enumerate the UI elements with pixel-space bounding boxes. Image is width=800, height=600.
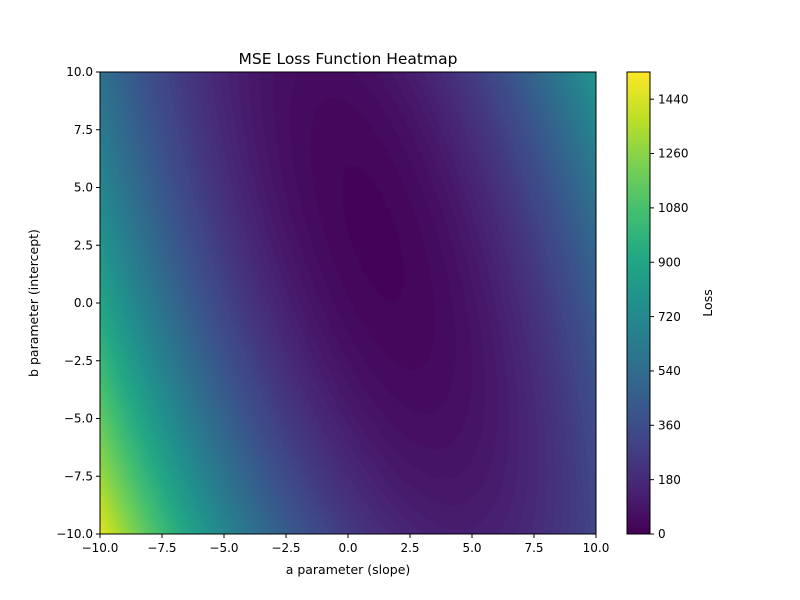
colorbar-tick-label: 1260 (658, 147, 689, 161)
colorbar-axis: 0 180 360 540 720 900 1080 1260 1440 (650, 92, 689, 541)
colorbar-tick-label: 720 (658, 310, 681, 324)
y-tick-label: 5.0 (74, 181, 93, 195)
y-axis-label: b parameter (intercept) (26, 229, 41, 377)
y-tick-label: 7.5 (74, 123, 93, 137)
y-tick-label: 2.5 (74, 238, 93, 252)
y-tick-label: −10.0 (56, 527, 93, 541)
y-axis: −10.0 −7.5 −5.0 −2.5 0.0 2.5 5.0 7.5 10.0 (56, 65, 100, 541)
y-tick-label: 10.0 (66, 65, 93, 79)
x-tick-label: 0.0 (338, 541, 357, 555)
colorbar-label: Loss (700, 289, 715, 316)
chart-title: MSE Loss Function Heatmap (239, 50, 458, 68)
y-tick-label: −5.0 (64, 412, 93, 426)
y-tick-label: 0.0 (74, 296, 93, 310)
x-axis-label: a parameter (slope) (286, 562, 411, 577)
x-tick-label: 2.5 (400, 541, 419, 555)
x-tick-label: −2.5 (271, 541, 300, 555)
heatmap-surface (100, 72, 596, 534)
x-tick-label: 10.0 (583, 541, 610, 555)
x-tick-label: −7.5 (147, 541, 176, 555)
colorbar-tick-label: 900 (658, 255, 681, 269)
colorbar-tick-label: 1440 (658, 92, 689, 106)
x-tick-label: 7.5 (524, 541, 543, 555)
x-axis: −10.0 −7.5 −5.0 −2.5 0.0 2.5 5.0 7.5 10.0 (82, 534, 610, 555)
x-tick-label: −5.0 (209, 541, 238, 555)
y-tick-label: −7.5 (64, 469, 93, 483)
colorbar-tick-label: 360 (658, 418, 681, 432)
y-tick-label: −2.5 (64, 354, 93, 368)
colorbar-tick-label: 1080 (658, 201, 689, 215)
x-tick-label: −10.0 (82, 541, 119, 555)
colorbar (626, 71, 651, 535)
colorbar-tick-label: 540 (658, 364, 681, 378)
colorbar-tick-label: 180 (658, 473, 681, 487)
x-tick-label: 5.0 (462, 541, 481, 555)
colorbar-tick-label: 0 (658, 527, 666, 541)
